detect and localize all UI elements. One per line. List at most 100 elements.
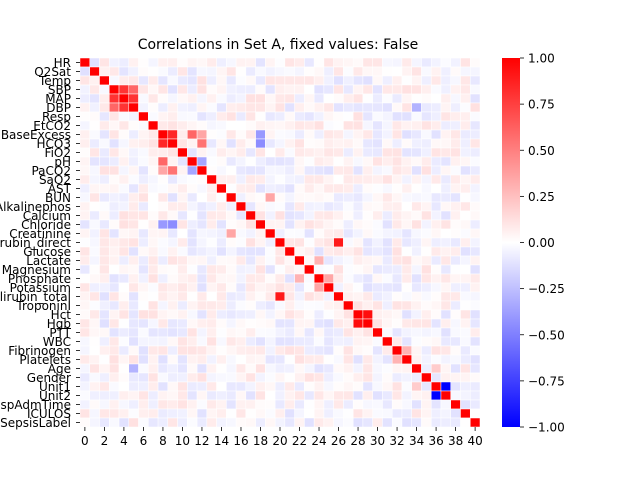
heatmap-cell <box>382 156 393 167</box>
heatmap-cell <box>304 174 315 185</box>
heatmap-cell <box>138 372 149 383</box>
y-tick-label: Magnesium <box>2 263 71 277</box>
heatmap-cell <box>284 111 295 122</box>
heatmap-cell <box>333 192 344 203</box>
heatmap-cell <box>177 66 188 77</box>
heatmap-cell <box>187 246 198 257</box>
heatmap-cell <box>421 147 432 158</box>
heatmap-cell <box>99 93 110 104</box>
heatmap-cell <box>177 417 188 428</box>
heatmap-cell <box>421 237 432 248</box>
heatmap-cell <box>255 111 266 122</box>
heatmap-cell <box>343 237 354 248</box>
heatmap-cell <box>216 363 227 374</box>
heatmap-cell <box>265 84 276 95</box>
heatmap-cell <box>274 228 286 239</box>
heatmap-cell <box>216 309 227 320</box>
heatmap-cell <box>294 210 305 221</box>
y-tick-label: Platelets <box>19 353 71 367</box>
heatmap-cell <box>382 210 393 221</box>
heatmap-cell <box>167 138 178 149</box>
heatmap-cell <box>401 210 412 221</box>
heatmap-cell <box>401 201 412 212</box>
heatmap-cell <box>343 408 354 419</box>
heatmap-cell <box>304 381 315 392</box>
heatmap-cell <box>128 57 139 68</box>
heatmap-cell <box>235 183 247 194</box>
heatmap-cell <box>323 120 334 131</box>
heatmap-cell <box>157 345 169 356</box>
heatmap-cell <box>226 66 237 77</box>
heatmap-cell <box>99 354 110 365</box>
heatmap-cell <box>294 273 305 284</box>
heatmap-cell <box>265 417 276 428</box>
heatmap-cell <box>284 390 295 401</box>
heatmap-cell <box>430 165 442 176</box>
heatmap-cell <box>430 291 442 302</box>
heatmap-cell <box>235 399 247 410</box>
heatmap-cell <box>430 174 442 185</box>
heatmap-cell <box>391 147 403 158</box>
heatmap-cell <box>148 138 159 149</box>
heatmap-cell <box>382 408 393 419</box>
heatmap-cell <box>109 192 120 203</box>
heatmap-cell <box>245 57 256 68</box>
heatmap-cell <box>460 291 471 302</box>
heatmap-cell <box>274 372 286 383</box>
heatmap-cell <box>440 192 451 203</box>
heatmap-cell <box>313 354 325 365</box>
heatmap-cell <box>401 327 412 338</box>
heatmap-cell <box>265 165 276 176</box>
heatmap-cell <box>362 255 373 266</box>
heatmap-cell <box>430 372 442 383</box>
x-tick-label: 12 <box>194 434 209 448</box>
heatmap-cell <box>245 120 256 131</box>
heatmap-cell <box>460 120 471 131</box>
heatmap-cell <box>177 183 188 194</box>
heatmap-cell <box>118 390 130 401</box>
heatmap-cell <box>304 273 315 284</box>
heatmap-cell <box>333 156 344 167</box>
heatmap-cell <box>372 399 383 410</box>
heatmap-cell <box>372 93 383 104</box>
heatmap-cell <box>167 75 178 86</box>
heatmap-cell <box>235 84 247 95</box>
heatmap-cell <box>391 336 403 347</box>
heatmap-cell <box>79 156 91 167</box>
heatmap-cell <box>235 318 247 329</box>
heatmap-cell <box>391 246 403 257</box>
heatmap-cell <box>148 165 159 176</box>
heatmap-cell <box>128 138 139 149</box>
heatmap-cell <box>118 345 130 356</box>
heatmap-cell <box>177 264 188 275</box>
y-tick-label: PaCO2 <box>31 164 71 178</box>
heatmap-cell <box>128 102 139 113</box>
heatmap-cell <box>177 372 188 383</box>
heatmap-cell <box>430 102 442 113</box>
heatmap-cell <box>245 174 256 185</box>
heatmap-cell <box>265 237 276 248</box>
x-tick-label: 20 <box>272 434 287 448</box>
heatmap-cell <box>352 363 364 374</box>
heatmap-cell <box>372 273 383 284</box>
heatmap-cell <box>128 192 139 203</box>
heatmap-cell <box>138 174 149 185</box>
heatmap-cell <box>216 336 227 347</box>
heatmap-cell <box>460 327 471 338</box>
heatmap-cell <box>323 156 334 167</box>
heatmap-cell <box>138 138 149 149</box>
heatmap-cell <box>138 57 149 68</box>
heatmap-cell <box>304 345 315 356</box>
heatmap-cell <box>460 381 471 392</box>
heatmap-cell <box>128 156 139 167</box>
heatmap-cell <box>109 246 120 257</box>
heatmap-cell <box>226 381 237 392</box>
heatmap-cell <box>382 291 393 302</box>
heatmap-cell <box>372 210 383 221</box>
heatmap-cell <box>255 363 266 374</box>
heatmap-cell <box>89 102 100 113</box>
heatmap-cell <box>177 291 188 302</box>
heatmap-cell <box>382 165 393 176</box>
heatmap-cell <box>187 318 198 329</box>
heatmap-cell <box>372 363 383 374</box>
